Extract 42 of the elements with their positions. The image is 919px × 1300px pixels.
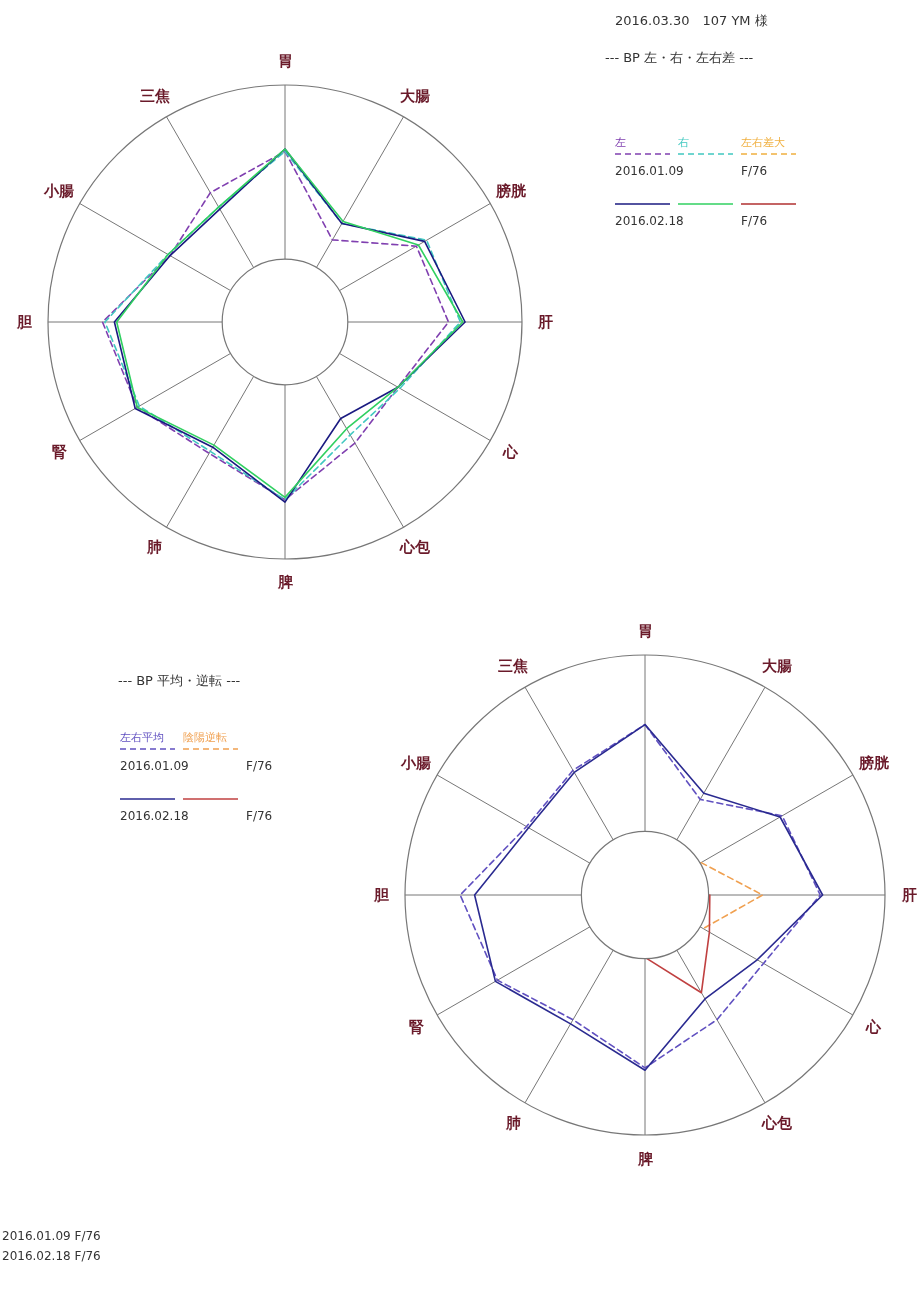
spoke-label: 膀胱 — [857, 753, 890, 772]
text: 2016.01.09 F/76 — [2, 1229, 101, 1243]
spoke-label: 肝 — [537, 312, 554, 331]
text: --- BP 平均・逆転 --- — [118, 673, 241, 688]
spoke-label: 胃 — [637, 621, 653, 640]
spoke-label: 肝 — [900, 885, 917, 904]
spoke-label: 心 — [502, 442, 520, 461]
chart-title: --- BP 左・右・左右差 --- — [605, 50, 754, 65]
text: 右 — [678, 136, 689, 149]
spoke-label: 脾 — [636, 1149, 653, 1168]
spoke-label: 胃 — [277, 51, 293, 70]
spoke-label: 三焦 — [139, 86, 170, 105]
spoke-label: 大腸 — [400, 86, 431, 105]
spoke-label: 小腸 — [400, 753, 432, 772]
spoke-label: 膀胱 — [494, 182, 527, 201]
text: 2016.02.18 F/76 — [2, 1249, 101, 1263]
spoke-label: 三焦 — [498, 656, 528, 675]
text: 左右平均 — [120, 731, 164, 744]
spoke-label: 肺 — [146, 538, 163, 557]
text: 2016.02.18 — [615, 214, 684, 228]
spoke-label: 小腸 — [43, 182, 75, 201]
text: F/76 — [741, 214, 768, 228]
spoke-label: 心包 — [399, 538, 432, 557]
text: 左 — [615, 136, 626, 149]
spoke-label: 腎 — [51, 442, 67, 461]
text: F/76 — [246, 759, 273, 773]
spoke-label: 腎 — [408, 1017, 424, 1036]
spoke-label: 脾 — [276, 573, 293, 592]
spoke-label: 胆 — [372, 885, 389, 904]
spoke-label: 肺 — [504, 1114, 521, 1133]
text: F/76 — [246, 809, 273, 823]
legend-label: 左右差大 — [741, 136, 785, 149]
text: 陰陽逆転 — [183, 731, 227, 744]
text: 2016.03.30 107 YM 様 — [615, 13, 768, 28]
text: 2016.02.18 — [120, 809, 189, 823]
spoke-label: 心 — [865, 1017, 883, 1036]
spoke-label: 心包 — [761, 1114, 793, 1133]
spoke-label: 大腸 — [762, 656, 792, 675]
spoke-label: 胆 — [15, 312, 32, 331]
text: 2016.01.09 — [615, 164, 684, 178]
text: F/76 — [741, 164, 768, 178]
text: 2016.01.09 — [120, 759, 189, 773]
